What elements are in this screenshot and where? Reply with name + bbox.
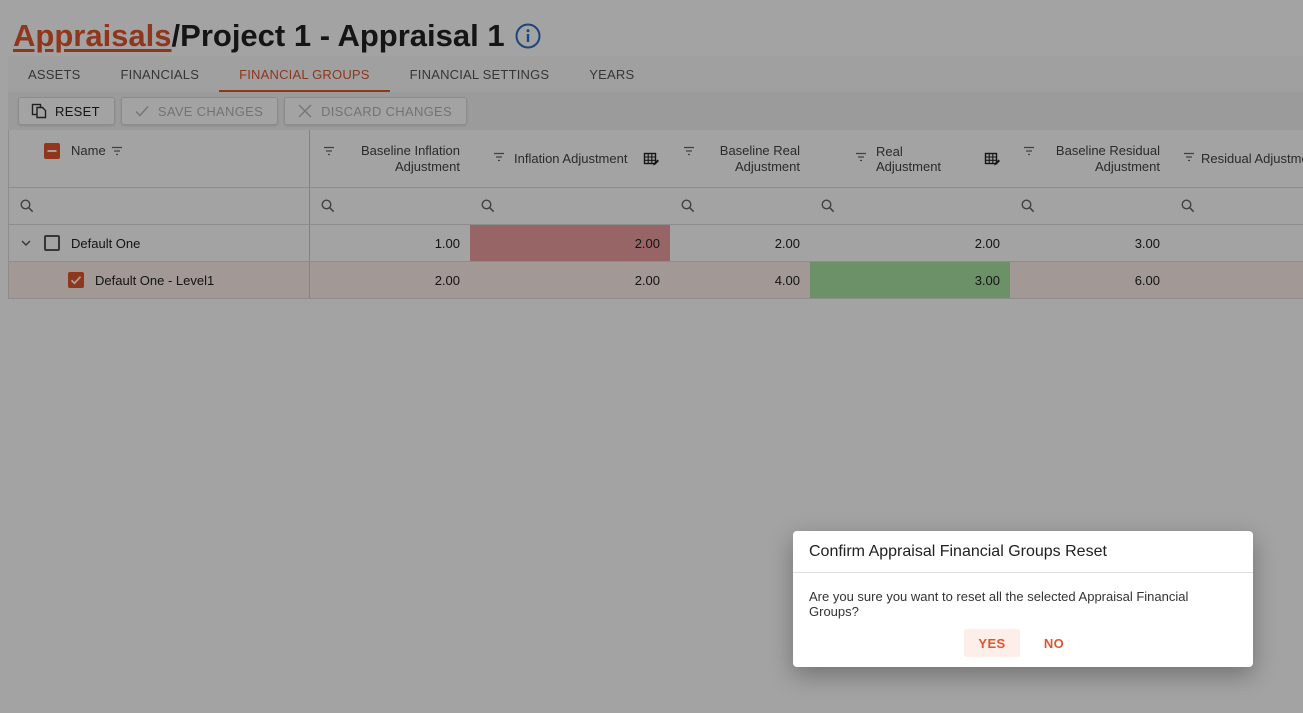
column-header-baseline-real[interactable]: Baseline Real Adjustment: [670, 130, 810, 187]
dialog-title: Confirm Appraisal Financial Groups Reset: [793, 531, 1253, 573]
inflation-filter-cell[interactable]: [470, 188, 670, 224]
column-label-name: Name: [71, 143, 106, 158]
financial-groups-grid: Name Baseline Inflation Adjustment Infla…: [8, 130, 1303, 299]
filter-icon[interactable]: [492, 150, 506, 164]
row-checkbox[interactable]: [44, 235, 60, 251]
save-changes-label: SAVE CHANGES: [157, 103, 264, 119]
baseline-real-cell: 2.00: [774, 235, 800, 251]
search-icon: [480, 198, 496, 214]
row-name: Default One: [71, 235, 141, 251]
grid-header: Name Baseline Inflation Adjustment Infla…: [9, 130, 1303, 188]
tab-bar: ASSETS FINANCIALS FINANCIAL GROUPS FINAN…: [8, 56, 1303, 92]
reset-button[interactable]: RESET: [18, 97, 115, 125]
residual-filter-cell[interactable]: [1170, 188, 1303, 224]
breadcrumb-current: Project 1 - Appraisal 1: [180, 18, 505, 53]
search-icon: [820, 198, 836, 214]
close-icon: [297, 103, 313, 119]
confirm-reset-dialog: Confirm Appraisal Financial Groups Reset…: [793, 531, 1253, 667]
save-changes-button[interactable]: SAVE CHANGES: [120, 97, 279, 125]
reset-button-label: RESET: [55, 103, 100, 119]
copy-icon: [31, 103, 47, 119]
column-header-inflation-adjustment[interactable]: Inflation Adjustment: [470, 130, 670, 187]
column-label-real-adjustment: Real Adjustment: [876, 143, 942, 174]
filter-icon[interactable]: [110, 144, 124, 158]
baseline-real-cell: 4.00: [774, 272, 800, 288]
tab-financial-groups[interactable]: FINANCIAL GROUPS: [219, 56, 390, 92]
tab-years[interactable]: YEARS: [589, 66, 635, 82]
real-adjustment-cell[interactable]: 2.00: [974, 235, 1000, 251]
column-label-residual-adjustment: Residual Adjustment: [1201, 151, 1303, 166]
chevron-down-icon[interactable]: [19, 236, 33, 250]
breadcrumb-separator: /: [171, 18, 181, 53]
name-cell: Default One: [9, 225, 310, 261]
baseline-inflation-cell: 2.00: [434, 272, 460, 288]
table-row[interactable]: Default One - Level1 2.00 2.00 4.00 3.00…: [9, 262, 1303, 299]
column-label-baseline-real: Baseline Real Adjustment: [719, 142, 800, 174]
edit-grid-icon[interactable]: [984, 151, 1000, 167]
breadcrumb-appraisals-link[interactable]: Appraisals: [13, 18, 172, 53]
discard-changes-label: DISCARD CHANGES: [321, 103, 452, 119]
no-button[interactable]: NO: [1043, 635, 1065, 651]
baseline-residual-cell: 6.00: [1134, 272, 1160, 288]
column-header-residual-adjustment[interactable]: Residual Adjustment: [1170, 130, 1303, 187]
table-row[interactable]: Default One 1.00 2.00 2.00 2.00 3.00: [9, 225, 1303, 262]
filter-icon[interactable]: [322, 144, 336, 158]
filter-icon[interactable]: [682, 144, 696, 158]
toolbar: RESET SAVE CHANGES DISCARD CHANGES: [8, 92, 1303, 130]
select-all-checkbox[interactable]: [44, 143, 60, 159]
edit-grid-icon[interactable]: [643, 151, 660, 167]
tab-financials[interactable]: FINANCIALS: [120, 66, 200, 82]
check-icon: [134, 103, 150, 119]
name-cell: Default One - Level1: [9, 262, 310, 298]
column-label-baseline-residual: Baseline Residual Adjustment: [1055, 142, 1160, 174]
filter-icon[interactable]: [1022, 144, 1036, 158]
grid-filter-row: [9, 188, 1303, 225]
inflation-adjustment-cell[interactable]: 2.00: [634, 272, 660, 288]
tab-financial-settings[interactable]: FINANCIAL SETTINGS: [409, 66, 550, 82]
column-header-name[interactable]: Name: [9, 130, 310, 187]
page-title: Appraisals / Project 1 - Appraisal 1: [13, 14, 541, 58]
dialog-actions: YES NO: [793, 629, 1253, 657]
baseline-residual-filter-cell[interactable]: [1010, 188, 1170, 224]
column-label-inflation-adjustment: Inflation Adjustment: [514, 151, 628, 166]
filter-icon[interactable]: [1182, 150, 1196, 164]
real-adjustment-cell[interactable]: 3.00: [810, 262, 1010, 298]
baseline-inflation-cell: 1.00: [434, 235, 460, 251]
baseline-residual-cell: 3.00: [1134, 235, 1160, 251]
search-icon: [320, 198, 336, 214]
tab-assets[interactable]: ASSETS: [28, 66, 81, 82]
search-icon: [1020, 198, 1036, 214]
filter-icon[interactable]: [854, 150, 868, 164]
info-icon[interactable]: [515, 23, 541, 49]
column-header-real-adjustment[interactable]: Real Adjustment: [810, 130, 1010, 187]
row-checkbox[interactable]: [68, 272, 84, 288]
real-filter-cell[interactable]: [810, 188, 1010, 224]
search-icon: [19, 198, 35, 214]
inflation-adjustment-cell[interactable]: 2.00: [470, 225, 670, 261]
row-name: Default One - Level1: [95, 272, 215, 288]
dialog-message: Are you sure you want to reset all the s…: [809, 589, 1189, 619]
baseline-inflation-filter-cell[interactable]: [310, 188, 470, 224]
column-header-baseline-residual[interactable]: Baseline Residual Adjustment: [1010, 130, 1170, 187]
name-filter-cell[interactable]: [9, 188, 310, 224]
baseline-real-filter-cell[interactable]: [670, 188, 810, 224]
discard-changes-button[interactable]: DISCARD CHANGES: [284, 97, 467, 125]
column-header-baseline-inflation[interactable]: Baseline Inflation Adjustment: [310, 130, 470, 187]
search-icon: [680, 198, 696, 214]
search-icon: [1180, 198, 1196, 214]
column-label-baseline-inflation: Baseline Inflation Adjustment: [360, 142, 460, 174]
yes-button[interactable]: YES: [964, 629, 1020, 657]
